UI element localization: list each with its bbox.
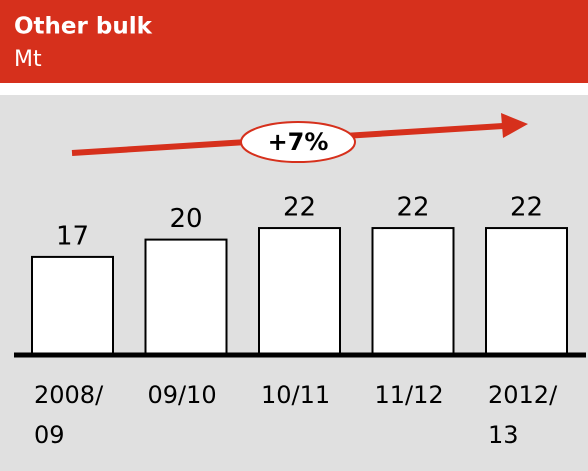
bar xyxy=(31,255,114,356)
chart-subtitle: Mt xyxy=(14,47,42,72)
bar xyxy=(144,238,228,357)
bar xyxy=(258,227,341,356)
header-band xyxy=(0,0,588,83)
x-tick-label: 2008/ 09 xyxy=(34,381,104,449)
value-label: 20 xyxy=(169,204,202,234)
bar xyxy=(371,227,455,356)
x-tick-label: 11/12 xyxy=(374,381,444,409)
value-label: 17 xyxy=(56,221,89,251)
x-tick-label: 10/11 xyxy=(261,381,331,409)
x-tick-label: 2012/ 13 xyxy=(488,381,558,449)
chart-title: Other bulk xyxy=(14,14,153,40)
bar xyxy=(485,227,568,356)
x-tick-label: 09/10 xyxy=(147,381,217,409)
arrow-head xyxy=(501,113,528,138)
annotation-badge xyxy=(240,121,356,163)
value-label: 22 xyxy=(283,193,316,223)
value-label: 22 xyxy=(510,193,543,223)
value-label: 22 xyxy=(396,193,429,223)
annotation: +7% xyxy=(268,128,329,156)
